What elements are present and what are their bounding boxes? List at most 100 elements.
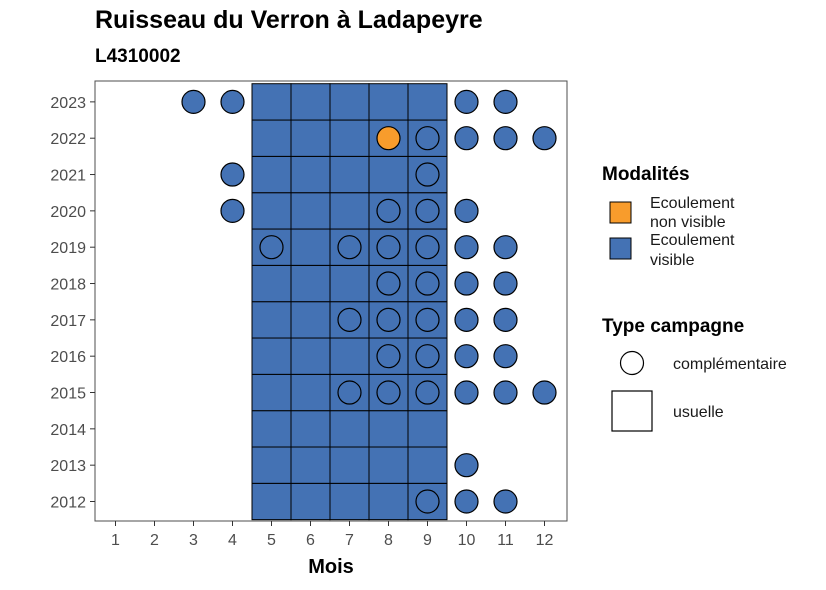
x-axis-title: Mois	[308, 556, 354, 578]
complementaire-point	[454, 380, 479, 405]
y-tick-label: 2022	[50, 131, 86, 148]
legend-label-non-visible-line1: Ecoulement	[650, 195, 735, 212]
complementaire-point	[220, 162, 245, 187]
complementaire-point	[493, 126, 518, 151]
usuelle-cell	[290, 373, 331, 412]
usuelle-cell	[329, 192, 370, 230]
x-tick-label: 6	[306, 532, 315, 549]
complementaire-point	[454, 198, 479, 223]
usuelle-cell	[407, 410, 448, 448]
complementaire-point	[415, 489, 440, 514]
complementaire-point	[415, 344, 440, 369]
usuelle-cell	[290, 301, 331, 339]
complementaire-point	[493, 235, 518, 260]
axes: 1 2 3 4 5 6 7 8 9 10 11 122012201320142015201620172…	[50, 95, 553, 549]
complementaire-point	[454, 271, 479, 296]
usuelle-cell	[329, 264, 370, 303]
y-tick-label: 2014	[50, 422, 86, 439]
complementaire-point	[415, 126, 440, 151]
complementaire-point	[415, 162, 440, 187]
x-tick-label: 5	[267, 532, 276, 549]
complementaire-point	[454, 453, 479, 478]
usuelle-cell	[290, 228, 331, 266]
complementaire-point	[376, 380, 401, 405]
usuelle-cell	[407, 446, 448, 484]
usuelle-cell	[329, 83, 370, 121]
complementaire-point	[181, 89, 206, 114]
x-tick-label: 12	[536, 532, 554, 549]
usuelle-cell	[329, 446, 370, 484]
usuelle-cell	[251, 410, 292, 448]
legend-modalites: Modalités Ecoulement non visible Ecoulem…	[602, 164, 735, 269]
usuelle-cell	[290, 482, 331, 521]
usuelle-cell	[368, 410, 409, 448]
complementaire-point	[376, 344, 401, 369]
complementaire-point	[337, 235, 362, 260]
complementaire-point	[493, 271, 518, 296]
complementaire-point	[493, 344, 518, 369]
x-tick-label: 9	[423, 532, 432, 549]
complementaire-point	[454, 126, 479, 151]
y-tick-label: 2016	[50, 349, 86, 366]
complementaire-point	[454, 235, 479, 260]
complementaire-point	[337, 380, 362, 405]
usuelle-cell	[251, 155, 292, 194]
usuelle-cell	[251, 119, 292, 157]
usuelle-cell	[251, 83, 292, 121]
complementaire-point	[532, 380, 557, 405]
usuelle-cell	[251, 337, 292, 375]
y-tick-label: 2013	[50, 458, 86, 475]
complementaire-point	[415, 271, 440, 296]
complementaire-point	[415, 380, 440, 405]
y-tick-label: 2023	[50, 95, 86, 112]
usuelle-cell	[368, 482, 409, 521]
x-tick-label: 4	[228, 532, 237, 549]
complementaire-point	[532, 126, 557, 151]
usuelle-cell	[329, 410, 370, 448]
y-tick-label: 2012	[50, 495, 86, 512]
x-tick-label: 7	[345, 532, 354, 549]
complementaire-point	[415, 307, 440, 332]
legend-label-usuelle: usuelle	[673, 404, 724, 421]
complementaire-point	[337, 307, 362, 332]
y-tick-label: 2015	[50, 386, 86, 403]
usuelle-cell	[251, 446, 292, 484]
usuelle-cell	[407, 83, 448, 121]
legend-campagne-title: Type campagne	[602, 316, 744, 337]
y-tick-label: 2017	[50, 313, 86, 330]
usuelle-cell	[251, 301, 292, 339]
complementaire-points	[181, 89, 557, 514]
x-tick-label: 11	[497, 532, 514, 549]
legend-campagne: Type campagne complémentaire usuelle	[602, 316, 787, 432]
y-tick-label: 2020	[50, 204, 86, 221]
legend-label-visible-line1: Ecoulement	[650, 232, 735, 249]
chart-title: Ruisseau du Verron à Ladapeyre	[95, 6, 483, 34]
usuelle-cell	[251, 373, 292, 412]
usuelle-cell	[329, 119, 370, 157]
legend-swatch-non-visible	[609, 201, 632, 224]
usuelle-cell	[290, 192, 331, 230]
legend-label-visible-line2: visible	[650, 252, 695, 269]
usuelle-cell	[251, 482, 292, 521]
legend-circle-symbol	[619, 350, 645, 376]
usuelle-cell	[290, 337, 331, 375]
legend-swatch-visible	[609, 237, 632, 260]
legend-modalites-title: Modalités	[602, 164, 690, 185]
y-tick-label: 2018	[50, 277, 86, 294]
complementaire-point	[493, 489, 518, 514]
complementaire-point	[220, 89, 245, 114]
x-tick-label: 2	[150, 532, 159, 549]
usuelle-cell	[329, 337, 370, 375]
usuelle-cell	[329, 482, 370, 521]
complementaire-point	[454, 307, 479, 332]
complementaire-point	[493, 307, 518, 332]
usuelle-cell	[290, 155, 331, 194]
usuelle-cell	[290, 410, 331, 448]
complementaire-point	[415, 235, 440, 260]
y-tick-label: 2019	[50, 240, 86, 257]
complementaire-point	[454, 489, 479, 514]
usuelle-cell	[290, 446, 331, 484]
usuelle-cell	[368, 83, 409, 121]
usuelle-cell	[251, 264, 292, 303]
